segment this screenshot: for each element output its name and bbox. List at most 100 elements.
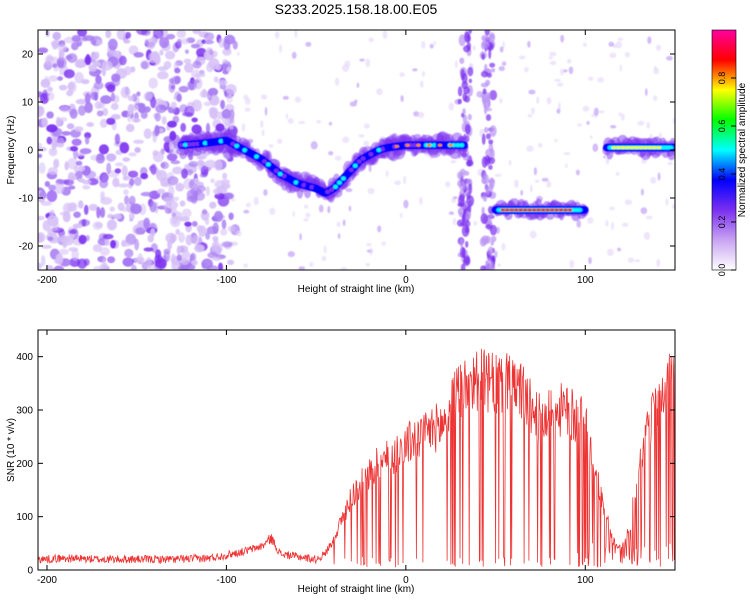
ridge-peak [321, 190, 327, 195]
noise-speck [156, 71, 169, 80]
ridge-peak [258, 156, 264, 161]
noise-speck [220, 99, 225, 110]
heatmap-frame [37, 29, 676, 271]
noise-speck [192, 30, 201, 35]
band-mid [576, 207, 583, 213]
noise-speck [213, 76, 219, 83]
noise-speck [129, 178, 135, 186]
stripe-speck [480, 265, 487, 270]
noise-speck [39, 190, 47, 200]
noise-speck [58, 84, 68, 91]
noise-speck [69, 108, 78, 119]
noise-speck [546, 97, 552, 105]
noise-speck [73, 165, 79, 173]
noise-speck [318, 204, 324, 213]
noise-speck [305, 41, 312, 47]
noise-speck [192, 60, 202, 69]
stripe-speck [459, 181, 466, 191]
noise-speck [77, 105, 86, 116]
noise-speck [568, 66, 574, 75]
noise-speck [548, 56, 553, 60]
ridge-peak [419, 143, 425, 148]
noise-speck [46, 215, 59, 227]
noise-speck [205, 47, 213, 56]
noise-speck [68, 185, 76, 190]
noise-speck [180, 122, 187, 133]
noise-speck [71, 42, 79, 51]
noise-speck [245, 202, 252, 208]
y-tick-label: 20 [22, 50, 34, 61]
noise-speck [605, 220, 609, 227]
noise-speck [138, 104, 147, 113]
noise-speck [268, 143, 274, 148]
noise-speck [58, 117, 68, 122]
noise-speck [170, 160, 181, 165]
noise-speck [166, 33, 176, 40]
noise-speck [618, 112, 622, 117]
stripe-speck [489, 62, 496, 68]
noise-speck [205, 186, 210, 197]
noise-speck [226, 94, 233, 104]
noise-speck [51, 139, 57, 151]
noise-speck [63, 69, 75, 79]
noise-speck [143, 91, 153, 102]
ridge-peak [459, 143, 465, 148]
noise-speck [127, 95, 134, 102]
noise-speck [68, 229, 77, 235]
noise-speck [106, 84, 116, 93]
noise-speck [359, 58, 365, 62]
band-peak [531, 208, 537, 212]
ridge-peak [281, 173, 287, 179]
noise-speck [143, 128, 152, 139]
colorbar-tick-label: 0.0 [717, 264, 727, 277]
noise-speck [167, 176, 179, 186]
noise-speck [368, 37, 375, 43]
noise-speck [204, 217, 210, 226]
noise-speck [191, 221, 198, 227]
noise-speck [227, 225, 236, 232]
noise-speck [582, 42, 587, 47]
noise-speck [56, 76, 63, 81]
noise-speck [53, 182, 65, 194]
noise-speck [84, 170, 97, 179]
band-peak [558, 208, 564, 212]
ridge-peak [234, 143, 240, 149]
noise-speck [78, 200, 84, 209]
stripe-speck [480, 70, 489, 78]
noise-speck [620, 113, 625, 121]
noise-speck [65, 54, 73, 61]
noise-speck [647, 36, 652, 44]
noise-speck [52, 31, 62, 41]
noise-speck [253, 196, 259, 206]
noise-speck [369, 247, 373, 256]
noise-speck [112, 177, 120, 188]
noise-speck [66, 123, 75, 130]
noise-speck [566, 58, 572, 64]
noise-speck [363, 140, 370, 147]
noise-speck [472, 45, 476, 51]
noise-speck [164, 50, 176, 60]
stripe-speck [481, 53, 485, 60]
stripe-speck [488, 48, 492, 60]
x-tick-label: -100 [216, 575, 236, 586]
ridge-peak [214, 139, 220, 144]
noise-speck [263, 189, 268, 196]
noise-speck [356, 82, 360, 88]
band-peak [563, 208, 569, 212]
noise-speck [358, 134, 365, 138]
ridge-peak [226, 139, 232, 144]
noise-speck [39, 93, 49, 104]
noise-speck [597, 77, 604, 83]
noise-speck [530, 107, 535, 115]
colorbar-tick-label: 0.4 [717, 168, 727, 181]
band-peak [642, 146, 648, 150]
noise-speck [84, 92, 91, 104]
noise-speck [365, 262, 371, 267]
noise-speck [533, 167, 537, 176]
noise-speck [152, 151, 164, 163]
noise-speck [101, 174, 109, 181]
noise-speck [156, 188, 166, 195]
noise-speck [241, 123, 246, 132]
ridge-peak [293, 180, 299, 185]
ridge-peak [261, 159, 267, 164]
